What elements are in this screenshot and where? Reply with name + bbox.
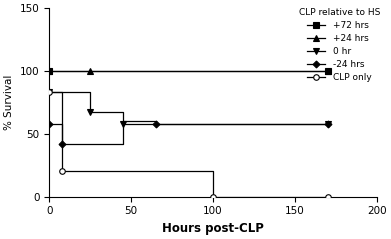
Legend: +72 hrs, +24 hrs, 0 hr, -24 hrs, CLP only: +72 hrs, +24 hrs, 0 hr, -24 hrs, CLP onl… (295, 4, 384, 86)
X-axis label: Hours post-CLP: Hours post-CLP (162, 222, 264, 235)
Y-axis label: % Survival: % Survival (4, 75, 14, 130)
